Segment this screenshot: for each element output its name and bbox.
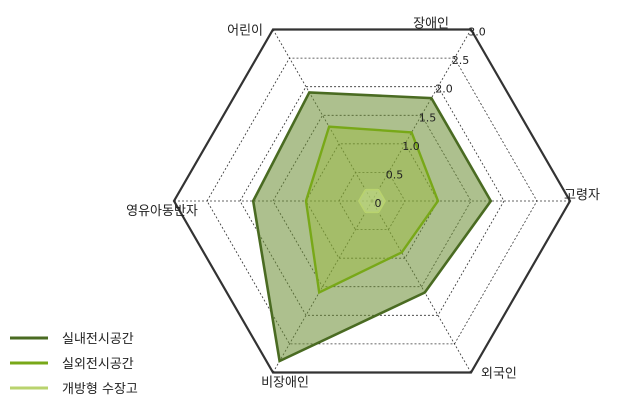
tick-label: 1.5 [419, 111, 437, 124]
axis-label: 고령자 [564, 188, 600, 203]
tick-label: 0 [375, 197, 382, 210]
tick-label: 2.0 [435, 83, 453, 96]
series-area-3 [357, 188, 387, 214]
axis-label: 영유아동반자 [126, 204, 198, 219]
radar-tick-labels: 0 0.5 1.0 1.5 2.0 2.5 3.0 [375, 26, 486, 211]
axis-label: 비장애인 [261, 376, 309, 391]
axis-label: 외국인 [481, 367, 517, 382]
legend-label: 실내전시공간 [62, 332, 134, 347]
axis-label: 어린이 [227, 24, 263, 39]
tick-label: 3.0 [468, 26, 486, 39]
legend-label: 개방형 수장고 [62, 382, 138, 397]
radar-series-group [251, 91, 493, 363]
tick-label: 2.5 [452, 54, 470, 67]
tick-label: 0.5 [386, 168, 404, 181]
tick-label: 1.0 [402, 140, 420, 153]
legend-label: 실외전시공간 [62, 357, 134, 372]
axis-label: 장애인 [413, 17, 449, 32]
series-area-1 [251, 91, 493, 363]
